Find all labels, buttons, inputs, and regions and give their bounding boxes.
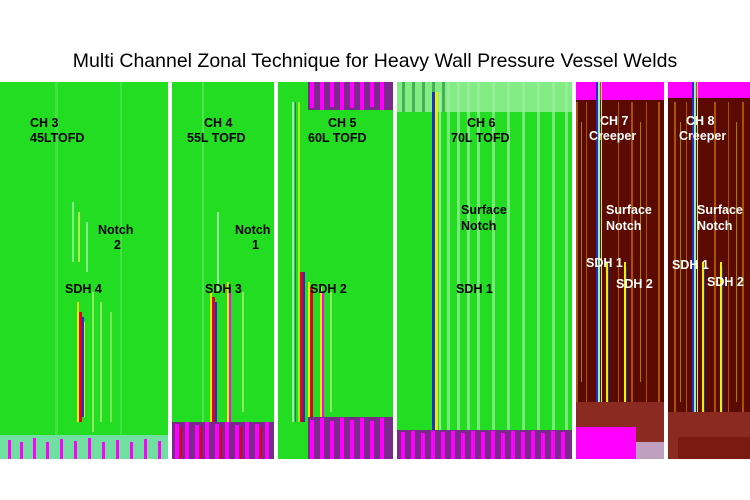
scan-panel-ch3: CH 3 45LTOFD Notch 2 SDH 4 bbox=[0, 82, 168, 459]
sdh-label: SDH 1 bbox=[456, 282, 493, 296]
scan-panel-ch8: CH 8 Creeper Surface Notch SDH 1 SDH 2 bbox=[668, 82, 750, 459]
notch-label: Notch bbox=[606, 219, 642, 233]
probe-label: 45LTOFD bbox=[30, 131, 85, 145]
sdh-label: SDH 1 bbox=[586, 256, 623, 270]
scan-image-ch7 bbox=[576, 82, 664, 459]
scan-panel-ch6: CH 6 70L TOFD Surface Notch SDH 1 bbox=[397, 82, 572, 459]
figure-title: Multi Channel Zonal Technique for Heavy … bbox=[72, 50, 678, 72]
surface-label: Surface bbox=[461, 203, 507, 217]
channel-label: CH 8 bbox=[686, 114, 715, 128]
channel-label: CH 7 bbox=[600, 114, 629, 128]
scan-panel-ch7: CH 7 Creeper Surface Notch SDH 1 SDH 2 bbox=[576, 82, 664, 459]
surface-label: Surface bbox=[697, 203, 743, 217]
surface-label: Surface bbox=[606, 203, 652, 217]
probe-label: Creeper bbox=[589, 129, 637, 143]
sdh-label: SDH 2 bbox=[310, 282, 347, 296]
notch-label: Notch bbox=[98, 223, 134, 237]
scan-panel-ch4: CH 4 55L TOFD Notch 1 SDH 3 bbox=[172, 82, 274, 459]
scan-image-ch8 bbox=[668, 82, 750, 459]
notch-number-label: 1 bbox=[252, 238, 259, 252]
channel-label: CH 6 bbox=[467, 116, 496, 130]
notch-label: Notch bbox=[235, 223, 271, 237]
scan-image-ch3 bbox=[0, 82, 168, 459]
probe-label: 55L TOFD bbox=[187, 131, 246, 145]
sdh-2-label: SDH 2 bbox=[707, 275, 744, 289]
channel-label: CH 5 bbox=[328, 116, 357, 130]
probe-label: Creeper bbox=[679, 129, 727, 143]
notch-label: Notch bbox=[697, 219, 733, 233]
sdh-label: SDH 1 bbox=[672, 258, 709, 272]
channel-label: CH 4 bbox=[204, 116, 233, 130]
channel-label: CH 3 bbox=[30, 116, 59, 130]
scan-image-ch5 bbox=[278, 82, 393, 459]
notch-number-label: 2 bbox=[114, 238, 121, 252]
sdh-2-label: SDH 2 bbox=[616, 277, 653, 291]
sdh-label: SDH 3 bbox=[205, 282, 242, 296]
scan-image-ch6 bbox=[397, 82, 572, 459]
notch-label: Notch bbox=[461, 219, 497, 233]
scan-panel-ch5: CH 5 60L TOFD SDH 2 bbox=[278, 82, 393, 459]
probe-label: 60L TOFD bbox=[308, 131, 367, 145]
sdh-label: SDH 4 bbox=[65, 282, 102, 296]
probe-label: 70L TOFD bbox=[451, 131, 510, 145]
scan-image-ch4 bbox=[172, 82, 274, 459]
